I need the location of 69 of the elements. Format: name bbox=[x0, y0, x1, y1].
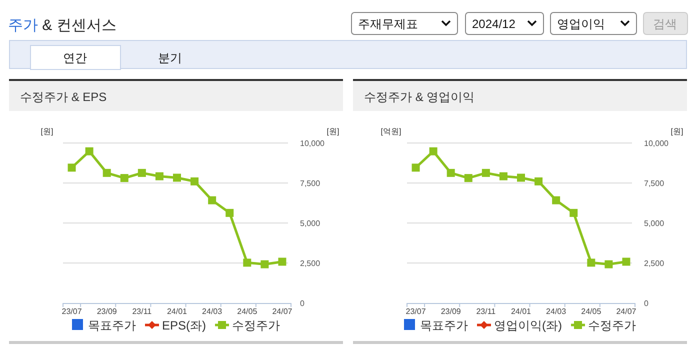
x-tick-label: 24/01 bbox=[510, 307, 532, 316]
y2-axis-title: [원] bbox=[670, 127, 684, 136]
y2-tick-label: 2,500 bbox=[300, 259, 321, 268]
point bbox=[173, 174, 181, 182]
y2-tick-label: 7,500 bbox=[300, 179, 321, 188]
text: 2024/12 bbox=[472, 17, 516, 31]
point bbox=[68, 164, 76, 172]
legend-label: 영업이익(좌) bbox=[494, 318, 562, 332]
point bbox=[446, 168, 455, 177]
point bbox=[622, 258, 630, 266]
y2-axis-title: [원] bbox=[326, 127, 340, 136]
x-tick-label: 24/05 bbox=[581, 307, 602, 316]
x-tick-label: 24/03 bbox=[546, 307, 567, 316]
x-tick-label: 23/09 bbox=[96, 307, 118, 316]
point bbox=[552, 196, 560, 204]
y-axis-title: [억원] bbox=[380, 127, 402, 136]
point bbox=[190, 177, 199, 186]
point bbox=[138, 168, 146, 177]
text: 검색 bbox=[653, 17, 677, 31]
point bbox=[587, 258, 596, 267]
text: 연간 bbox=[63, 51, 87, 65]
point bbox=[517, 174, 525, 182]
legend-label: 목표주가 bbox=[420, 318, 468, 332]
y2-tick-label: 0 bbox=[644, 299, 649, 308]
point bbox=[570, 208, 578, 217]
x-tick-label: 23/11 bbox=[132, 307, 152, 316]
y2-tick-label: 5,000 bbox=[644, 219, 665, 228]
x-tick-label: 23/07 bbox=[62, 307, 82, 316]
point bbox=[102, 168, 111, 177]
point bbox=[120, 174, 128, 182]
point bbox=[534, 177, 543, 186]
y-axis-title: [원] bbox=[40, 127, 54, 136]
point bbox=[243, 258, 252, 267]
x-tick-label: 23/11 bbox=[476, 307, 496, 316]
y2-tick-label: 10,000 bbox=[644, 139, 670, 148]
x-tick-label: 24/05 bbox=[237, 307, 258, 316]
y2-tick-label: 5,000 bbox=[300, 219, 321, 228]
chart-title: 수정주가 & 영업이익 bbox=[364, 90, 475, 104]
point bbox=[260, 260, 269, 268]
y2-tick-label: 2,500 bbox=[644, 259, 665, 268]
point bbox=[604, 260, 613, 268]
text: 분기 bbox=[158, 51, 182, 65]
x-tick-label: 24/07 bbox=[616, 307, 637, 316]
text: 주가 & 컨센서스 bbox=[8, 17, 116, 34]
y2-tick-label: 0 bbox=[300, 299, 305, 308]
text: 영업이익 bbox=[557, 17, 605, 31]
point bbox=[429, 147, 438, 156]
x-tick-label: 24/07 bbox=[272, 307, 293, 316]
legend-label: EPS(좌) bbox=[162, 318, 206, 332]
x-tick-label: 23/07 bbox=[406, 307, 426, 316]
x-tick-label: 24/01 bbox=[166, 307, 188, 316]
point bbox=[85, 147, 94, 156]
point bbox=[464, 174, 472, 182]
legend-label: 목표주가 bbox=[88, 318, 136, 332]
legend-label: 수정주가 bbox=[588, 318, 636, 332]
text: 주재무제표 bbox=[358, 17, 418, 31]
y2-tick-label: 10,000 bbox=[300, 139, 326, 148]
point bbox=[482, 168, 490, 177]
legend-label: 수정주가 bbox=[232, 318, 280, 332]
point bbox=[412, 164, 420, 172]
point bbox=[226, 208, 234, 217]
x-tick-label: 24/03 bbox=[202, 307, 223, 316]
point bbox=[499, 172, 508, 180]
point bbox=[208, 196, 216, 204]
y2-tick-label: 7,500 bbox=[644, 179, 665, 188]
x-tick-label: 23/09 bbox=[440, 307, 462, 316]
point bbox=[155, 172, 164, 180]
chart-title: 수정주가 & EPS bbox=[20, 90, 107, 104]
point bbox=[278, 258, 286, 266]
